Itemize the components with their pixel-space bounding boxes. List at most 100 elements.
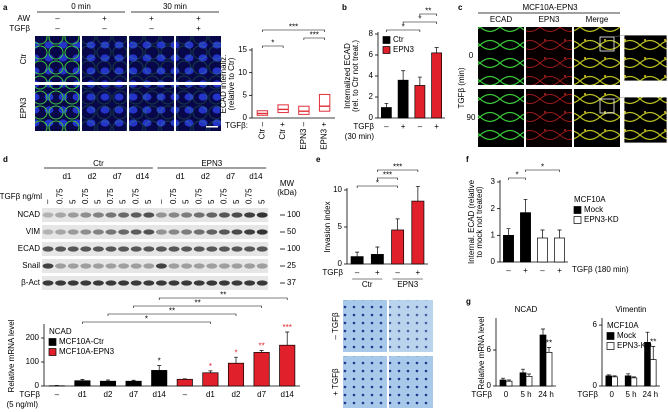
blot-band — [130, 263, 142, 269]
bar — [499, 379, 507, 387]
dose-label: TGFβ ng/ml — [0, 192, 42, 201]
y-tick-label: 0 — [491, 257, 496, 266]
dose-value: 0.75 — [131, 188, 140, 204]
time-header: 30 min — [163, 2, 187, 11]
mw-value: 50 — [287, 227, 296, 236]
significance-bracket — [508, 177, 526, 180]
blot-band — [42, 263, 54, 269]
significance-bracket — [133, 305, 262, 308]
blot-band — [181, 212, 193, 218]
y-axis-label: Internal. ECAD (relative — [467, 179, 476, 264]
micrograph — [389, 356, 433, 408]
blot-band — [218, 280, 230, 286]
bar — [74, 380, 91, 387]
x-tick-label: Ctr + — [278, 122, 287, 140]
blot-band — [80, 212, 92, 218]
legend-swatch — [606, 342, 615, 350]
error-bar — [434, 47, 439, 53]
error-bar — [501, 377, 505, 380]
legend-swatch — [382, 46, 391, 54]
dose-value: 5 — [144, 199, 153, 204]
error-bar — [606, 374, 611, 376]
error-bar — [259, 350, 264, 353]
panel-letter: b — [342, 3, 347, 12]
significance-bracket — [262, 29, 325, 32]
x-tick-label: – — [384, 122, 389, 131]
group-label: EPN3 — [397, 280, 418, 289]
y-tick-label: 0 — [487, 381, 492, 390]
dose-value: 0.75 — [194, 188, 203, 204]
treatment-sign: – — [102, 24, 107, 33]
legend-swatch — [573, 216, 582, 224]
x-row-label: TGFβ — [322, 268, 343, 277]
blot-band — [168, 229, 180, 235]
row-label: – TGFβ — [331, 312, 340, 340]
x-tick-label: – — [506, 266, 511, 275]
y-axis-label: ECAD internaliz. — [219, 55, 228, 114]
panel-letter: c — [458, 3, 463, 12]
blot-strip — [42, 259, 269, 273]
significance-bracket — [419, 13, 437, 16]
mw-value: 37 — [287, 278, 296, 287]
x-tick-label: Ctr – — [257, 121, 266, 139]
x-tick-label: 5 h — [625, 390, 636, 399]
blot-band — [181, 246, 193, 252]
band-label: ECAD — [18, 244, 40, 253]
blot-band — [231, 263, 243, 269]
legend-label: MCF10A-Ctr — [59, 337, 104, 346]
micrograph-overlay — [176, 85, 221, 131]
significance: ** — [220, 291, 226, 300]
significance: * — [515, 171, 518, 180]
x-tick-label: d14 — [281, 390, 295, 399]
x-tick-label: 0 — [504, 390, 509, 399]
blot-band — [155, 246, 167, 252]
blot-strip — [42, 225, 269, 239]
x-row-label: TGFβ: — [225, 121, 248, 130]
blot-band — [231, 212, 243, 218]
x-tick-label: 5 h — [520, 390, 531, 399]
treatment-sign: + — [102, 14, 107, 23]
dose-value: 0.75 — [56, 188, 65, 204]
significance: * — [145, 315, 148, 324]
dose-value: 5 — [207, 199, 216, 204]
band-label: NCAD — [17, 210, 40, 219]
significance: * — [541, 163, 544, 172]
legend-swatch — [48, 338, 57, 346]
bar — [370, 254, 384, 265]
y-tick-label: 3 — [491, 177, 496, 186]
error-bar — [384, 102, 389, 108]
panel-letter: f — [466, 155, 469, 164]
legend-title: MCF10A — [607, 321, 639, 330]
bar — [605, 375, 613, 387]
blot-band — [42, 212, 54, 218]
significance-bracket — [377, 169, 419, 172]
y-tick-label: 6 — [593, 320, 598, 329]
micrograph — [574, 27, 620, 85]
blot-band — [206, 263, 218, 269]
error-bar — [626, 373, 631, 376]
blot-band — [244, 263, 256, 269]
error-bar — [106, 379, 110, 382]
significance: * — [376, 179, 379, 188]
error-bar — [612, 375, 617, 377]
error-bar — [401, 70, 406, 81]
significance-bracket — [386, 29, 421, 32]
significance: * — [234, 348, 237, 357]
significance: *** — [383, 171, 392, 180]
significance-bracket — [303, 37, 325, 40]
significance-bracket — [158, 297, 288, 300]
blot-band — [92, 229, 104, 235]
x-row-label: TGFβ — [19, 390, 40, 399]
blot-band — [206, 280, 218, 286]
y-tick-label: 4 — [369, 71, 374, 80]
day-label: d14 — [249, 172, 263, 181]
x-tick-label: – — [540, 266, 545, 275]
error-bar — [285, 331, 290, 346]
legend-title: MCF10A — [574, 195, 606, 204]
blot-band — [244, 246, 256, 252]
y-tick-label: 5 — [243, 90, 248, 99]
y-tick-label: 8 — [369, 29, 374, 38]
y-tick-label: 200 — [26, 333, 40, 342]
x-axis-label: (30 min) — [345, 132, 375, 141]
significance: * — [209, 362, 212, 371]
